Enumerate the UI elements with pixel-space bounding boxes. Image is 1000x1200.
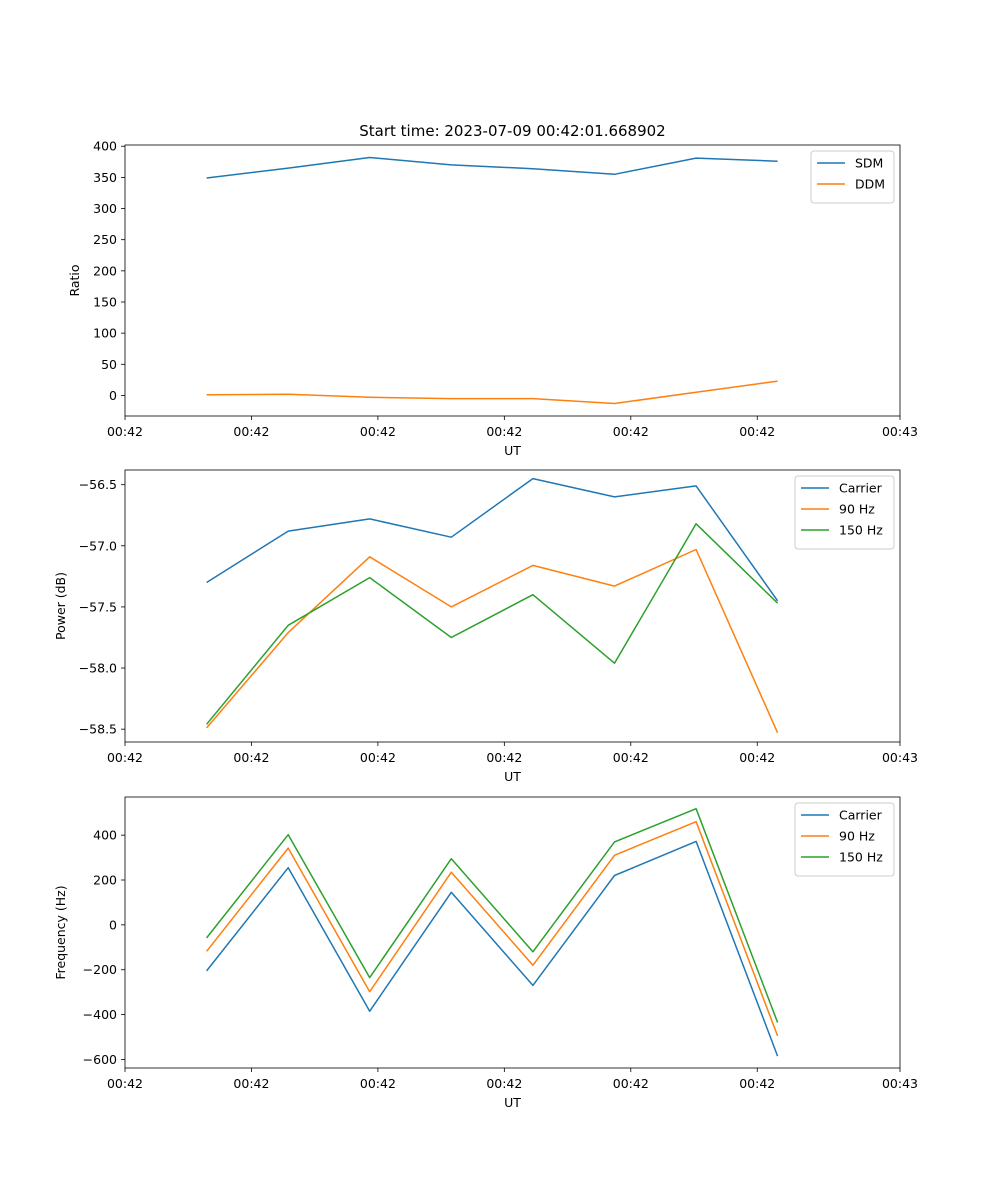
legend-label: 150 Hz — [839, 850, 883, 865]
x-tick-label: 00:42 — [107, 1076, 143, 1091]
series-line-carrier — [206, 840, 779, 1057]
y-tick-label: −57.0 — [79, 538, 117, 553]
x-tick-label: 00:43 — [882, 1076, 918, 1091]
legend-label: Carrier — [839, 481, 883, 496]
axes-frame — [124, 796, 901, 1069]
series-line-150-hz — [206, 807, 779, 1023]
y-tick-label: 0 — [109, 388, 117, 403]
y-axis-label: Power (dB) — [53, 572, 68, 640]
chart-panel-3: 00:42 00:42 00:42 00:42 00:42 00:42 00:43 −600 −… — [53, 796, 918, 1110]
y-tick-label: 350 — [93, 170, 117, 185]
x-axis-label: UT — [504, 443, 521, 458]
x-tick-label: 00:42 — [486, 1076, 522, 1091]
series-line-carrier — [206, 477, 779, 602]
series-line-ddm — [206, 380, 778, 405]
y-tick-label: 250 — [93, 232, 117, 247]
y-tick-label: 50 — [101, 357, 117, 372]
y-tick-label: −58.0 — [79, 661, 117, 676]
x-tick-label: 00:42 — [233, 1076, 269, 1091]
x-tick-label: 00:42 — [360, 750, 396, 765]
legend-label: 150 Hz — [839, 523, 883, 538]
y-tick-label: 0 — [109, 917, 117, 932]
x-tick-label: 00:42 — [360, 424, 396, 439]
y-tick-label: −600 — [83, 1052, 117, 1067]
series-line-90-hz — [206, 548, 779, 734]
legend-label: 90 Hz — [839, 829, 875, 844]
x-tick-label: 00:42 — [107, 424, 143, 439]
y-tick-label: 400 — [93, 828, 117, 843]
y-axis-label: Frequency (Hz) — [53, 885, 68, 979]
x-axis-label: UT — [504, 769, 521, 784]
series-line-sdm — [206, 156, 778, 179]
x-tick-label: 00:43 — [882, 424, 918, 439]
x-tick-label: 00:42 — [613, 424, 649, 439]
y-tick-label: 200 — [93, 263, 117, 278]
x-tick-label: 00:42 — [613, 1076, 649, 1091]
legend: SDM DDM — [810, 150, 895, 204]
series-line-90-hz — [206, 820, 779, 1037]
x-tick-label: 00:42 — [360, 1076, 396, 1091]
chart-panel-2: 00:42 00:42 00:42 00:42 00:42 00:42 00:43 −58.5… — [53, 469, 918, 784]
x-tick-label: 00:42 — [739, 424, 775, 439]
y-tick-label: −57.5 — [79, 599, 117, 614]
legend-label: DDM — [855, 177, 885, 192]
x-tick-label: 00:42 — [613, 750, 649, 765]
y-tick-label: −200 — [83, 962, 117, 977]
legend-label: 90 Hz — [839, 502, 875, 517]
y-tick-label: 100 — [93, 326, 117, 341]
x-tick-label: 00:42 — [739, 1076, 775, 1091]
y-tick-label: 150 — [93, 294, 117, 309]
y-tick-label: −58.5 — [79, 722, 117, 737]
y-tick-label: 400 — [93, 139, 117, 154]
x-tick-label: 00:43 — [882, 750, 918, 765]
axes-frame — [124, 469, 901, 743]
figure-title: Start time: 2023-07-09 00:42:01.668902 — [359, 122, 665, 140]
x-tick-label: 00:42 — [233, 424, 269, 439]
legend-label: Carrier — [839, 808, 883, 823]
x-tick-label: 00:42 — [486, 424, 522, 439]
x-tick-label: 00:42 — [233, 750, 269, 765]
legend: Carrier 90 Hz 150 Hz — [794, 475, 895, 550]
x-axis-label: UT — [504, 1095, 521, 1110]
axes-frame — [124, 144, 901, 417]
y-axis-label: Ratio — [67, 264, 82, 296]
y-tick-label: −400 — [83, 1007, 117, 1022]
y-tick-label: 200 — [93, 873, 117, 888]
y-tick-label: 300 — [93, 201, 117, 216]
legend-box — [810, 150, 895, 204]
legend: Carrier 90 Hz 150 Hz — [794, 802, 895, 877]
x-tick-label: 00:42 — [107, 750, 143, 765]
x-tick-label: 00:42 — [486, 750, 522, 765]
y-tick-label: −56.5 — [79, 477, 117, 492]
series-line-150-hz — [206, 523, 779, 725]
legend-label: SDM — [855, 156, 883, 171]
x-tick-label: 00:42 — [739, 750, 775, 765]
chart-panel-1: 00:42 00:42 00:42 00:42 00:42 00:42 00:43 0 50 10… — [67, 139, 918, 458]
